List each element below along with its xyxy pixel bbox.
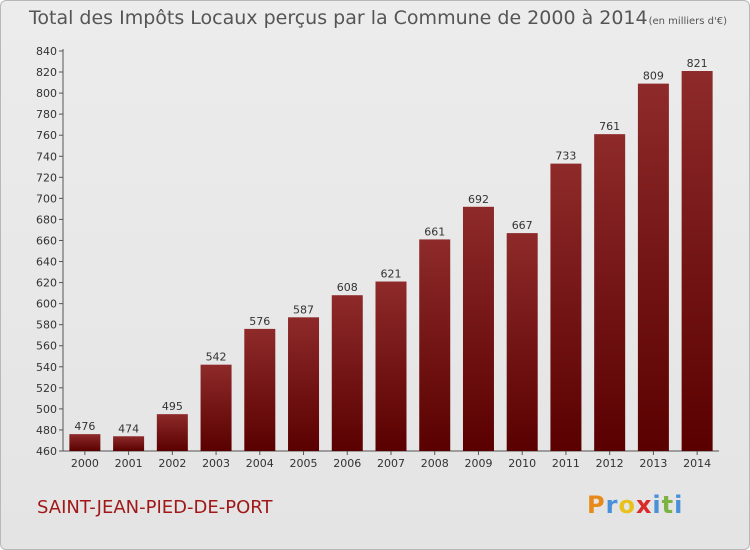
bar: [288, 317, 320, 451]
y-tick-label: 500: [36, 403, 57, 416]
x-tick-label: 2003: [202, 457, 230, 470]
logo-letter: r: [605, 491, 619, 519]
y-tick-label: 820: [36, 66, 57, 79]
y-tick-label: 460: [36, 445, 57, 458]
y-tick-label: 600: [36, 298, 57, 311]
y-tick-label: 840: [36, 45, 57, 58]
x-tick-label: 2009: [464, 457, 492, 470]
y-tick-label: 760: [36, 129, 57, 142]
y-tick-label: 680: [36, 213, 57, 226]
bar-value-label: 587: [293, 303, 314, 316]
x-tick-label: 2013: [639, 457, 667, 470]
bar: [594, 134, 626, 451]
bar-value-label: 809: [643, 70, 664, 83]
bar-value-label: 495: [162, 400, 183, 413]
x-tick-label: 2008: [421, 457, 449, 470]
bar: [637, 83, 669, 451]
x-tick-label: 2007: [377, 457, 405, 470]
bar: [462, 206, 494, 451]
bar: [375, 281, 407, 451]
y-tick-label: 700: [36, 192, 57, 205]
chart-title-block: Total des Impôts Locaux perçus par la Co…: [29, 7, 727, 29]
x-tick-label: 2010: [508, 457, 536, 470]
y-tick-label: 640: [36, 256, 57, 269]
y-tick-label: 480: [36, 424, 57, 437]
bar: [550, 163, 582, 451]
bar-value-label: 542: [206, 351, 227, 364]
bar: [681, 71, 713, 451]
commune-name: SAINT-JEAN-PIED-DE-PORT: [37, 497, 273, 518]
logo-letter: i: [674, 491, 684, 519]
y-tick-label: 560: [36, 340, 57, 353]
logo-letter: P: [587, 491, 606, 519]
y-tick-label: 720: [36, 171, 57, 184]
x-tick-label: 2014: [683, 457, 711, 470]
bar-value-label: 821: [687, 57, 708, 70]
bar: [200, 364, 232, 451]
bar: [156, 414, 188, 451]
bar: [419, 239, 451, 451]
y-tick-label: 740: [36, 150, 57, 163]
bar-value-label: 476: [74, 420, 95, 433]
y-tick-label: 660: [36, 234, 57, 247]
bar-value-label: 474: [118, 422, 139, 435]
bar-value-label: 692: [468, 193, 489, 206]
bar: [69, 434, 101, 451]
logo-letter: o: [618, 491, 636, 519]
proxiti-logo[interactable]: Proxiti: [587, 491, 683, 519]
chart-unit: (en milliers d'€): [648, 16, 728, 27]
bar-value-label: 576: [249, 315, 270, 328]
logo-letter: i: [652, 491, 662, 519]
bar: [244, 328, 276, 451]
y-tick-label: 540: [36, 361, 57, 374]
chart-title: Total des Impôts Locaux perçus par la Co…: [29, 7, 648, 29]
y-tick-label: 800: [36, 87, 57, 100]
x-tick-label: 2012: [596, 457, 624, 470]
bar-value-label: 621: [381, 268, 402, 281]
bar: [113, 436, 145, 451]
y-tick-label: 520: [36, 382, 57, 395]
logo-letter: t: [661, 491, 675, 519]
bar-value-label: 608: [337, 281, 358, 294]
bar: [506, 233, 538, 451]
logo-letter: x: [635, 491, 653, 519]
x-tick-label: 2001: [115, 457, 143, 470]
x-tick-label: 2002: [158, 457, 186, 470]
x-tick-label: 2005: [290, 457, 318, 470]
bar-value-label: 661: [424, 225, 445, 238]
bar: [331, 295, 363, 451]
bar-value-label: 761: [599, 120, 620, 133]
y-tick-label: 780: [36, 108, 57, 121]
x-tick-label: 2011: [552, 457, 580, 470]
y-tick-label: 580: [36, 319, 57, 332]
x-tick-label: 2006: [333, 457, 361, 470]
x-tick-label: 2004: [246, 457, 274, 470]
bar-value-label: 667: [512, 219, 533, 232]
x-tick-label: 2000: [71, 457, 99, 470]
bar-value-label: 733: [555, 150, 576, 163]
y-tick-label: 620: [36, 277, 57, 290]
